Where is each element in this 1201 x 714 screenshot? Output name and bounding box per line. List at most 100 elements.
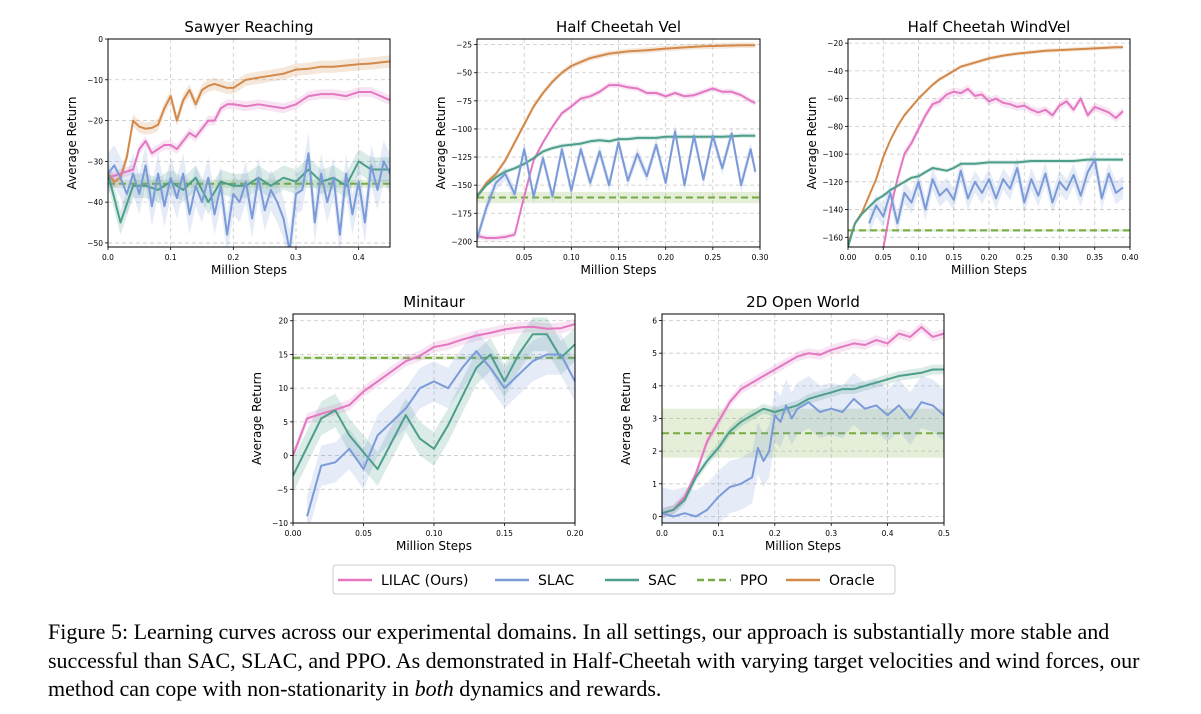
x-tick-label: 0.05 [516,253,533,262]
y-tick-label: −200 [451,237,472,246]
x-tick-label: 0.00 [285,529,302,538]
legend-item-ppo: PPO [697,573,768,589]
x-tick-label: 0.0 [656,529,668,538]
series-line-lilac-ours [108,91,390,179]
legend-label: LILAC (Ours) [381,573,468,589]
series-line-slac [306,350,575,517]
x-tick-label: 0.25 [704,253,721,262]
chart-title: Minitaur [403,293,465,311]
figure-caption: Figure 5: Learning curves across our exp… [48,618,1188,704]
x-tick-label: 0.20 [657,253,674,262]
y-tick-label: −25 [456,41,472,50]
ticks-sawyer-reaching: 0.0 0.1 0.2 0.3 0.4 0 −10 −20 −30 −40 −50 [87,35,365,262]
chart-2d-open-world: 0.0 0.1 0.2 0.3 0.4 0.5 6 5 4 3 2 1 0 2D Open World Mi… [619,293,950,553]
y-tick-label: 0 [98,35,103,44]
series-line-slac [868,158,1124,225]
caption-label: Figure 5: [48,619,129,644]
y-axis-label: Average Return [434,97,448,190]
series-line-sac [477,134,756,198]
series-line-slac [108,152,390,247]
x-axis-label: Million Steps [396,539,472,553]
y-tick-label: 0 [652,512,657,521]
series-line-sac [293,333,575,477]
x-tick-label: 0.3 [290,253,302,262]
y-tick-label: 20 [278,317,288,326]
series-line-slac [477,130,757,240]
grid-half-cheetah-vel [477,39,761,247]
band-slac [869,148,1123,235]
chart-half-cheetah-vel: 0.05 0.10 0.15 0.20 0.25 0.30 −25 −50 −75 −100 −12… [434,18,769,277]
plot-area-half-cheetah-vel [477,42,760,246]
band-oracle [108,55,390,188]
y-axis-label: Average Return [805,97,819,190]
x-tick-label: 0.10 [426,529,443,538]
y-tick-label: 2 [652,447,657,456]
y-tick-label: −120 [822,178,843,187]
y-tick-label: −20 [827,39,843,48]
legend-item-lilac-ours: LILAC (Ours) [338,573,468,589]
series-line-slac [662,397,944,518]
plot-area-sawyer-reaching [108,55,390,247]
x-tick-label: 0.0 [102,253,114,262]
ticks-2d-open-world: 0.0 0.1 0.2 0.3 0.4 0.5 6 5 4 3 2 1 0 [652,317,950,538]
ticks-half-cheetah-windvel: 0.00 0.05 0.10 0.15 0.20 0.25 0.30 0.35 0.40 −20 −… [822,39,1138,262]
ticks-minitaur: 0.00 0.05 0.10 0.15 0.20 20 15 10 5 0 −5 −10 [272,317,583,538]
x-tick-label: 0.05 [355,529,372,538]
y-tick-label: −10 [272,519,288,528]
series-line-oracle [477,44,756,197]
x-tick-label: 0.2 [769,529,781,538]
x-tick-label: 0.00 [840,253,857,262]
y-tick-label: −60 [827,95,843,104]
x-tick-label: 0.10 [910,253,927,262]
x-tick-label: 0.3 [825,529,837,538]
x-tick-label: 0.1 [712,529,724,538]
band-slac [662,372,944,523]
x-axis-label: Million Steps [765,539,841,553]
chart-title: 2D Open World [746,293,860,311]
y-axis-label: Average Return [619,372,633,465]
y-tick-label: 4 [652,382,657,391]
band-sac [293,317,575,493]
x-axis-label: Million Steps [580,263,656,277]
series-line-oracle [848,46,1123,245]
y-tick-label: 6 [652,317,657,326]
plot-area-minitaur [293,317,575,523]
legend-label: SAC [648,573,676,589]
series-line-lilac-ours [662,326,944,515]
x-tick-label: 0.10 [563,253,580,262]
x-tick-label: 0.40 [1122,253,1139,262]
band-slac [477,124,756,246]
y-tick-label: 1 [652,480,657,489]
y-tick-label: −160 [822,233,843,242]
plot-area-2d-open-world [662,322,944,523]
y-tick-label: −10 [87,76,103,85]
series-line-lilac-ours [293,323,575,456]
ppo-band [293,355,575,360]
chart-half-cheetah-windvel: 0.00 0.05 0.10 0.15 0.20 0.25 0.30 0.35 0.40 −20 −… [805,18,1139,277]
x-tick-label: 0.15 [496,529,513,538]
y-tick-label: 5 [652,349,657,358]
y-tick-label: −175 [451,209,472,218]
y-tick-label: −50 [456,69,472,78]
legend-label: PPO [740,573,768,589]
y-tick-label: −40 [827,67,843,76]
y-tick-label: −5 [277,485,288,494]
y-tick-label: −140 [822,206,843,215]
chart-title: Half Cheetah Vel [556,18,681,36]
series-line-oracle [108,60,390,183]
y-tick-label: −50 [87,239,103,248]
x-tick-label: 0.35 [1086,253,1103,262]
y-tick-label: 10 [278,384,288,393]
series-line-lilac-ours [477,84,756,239]
legend-label: Oracle [829,573,875,589]
y-tick-label: −80 [827,122,843,131]
y-tick-label: −100 [822,150,843,159]
x-tick-label: 0.4 [353,253,365,262]
y-tick-label: −150 [451,181,472,190]
ppo-band [848,228,1130,232]
y-tick-label: 15 [278,350,288,359]
x-tick-label: 0.15 [945,253,962,262]
x-tick-label: 0.30 [752,253,769,262]
x-tick-label: 0.25 [1016,253,1033,262]
